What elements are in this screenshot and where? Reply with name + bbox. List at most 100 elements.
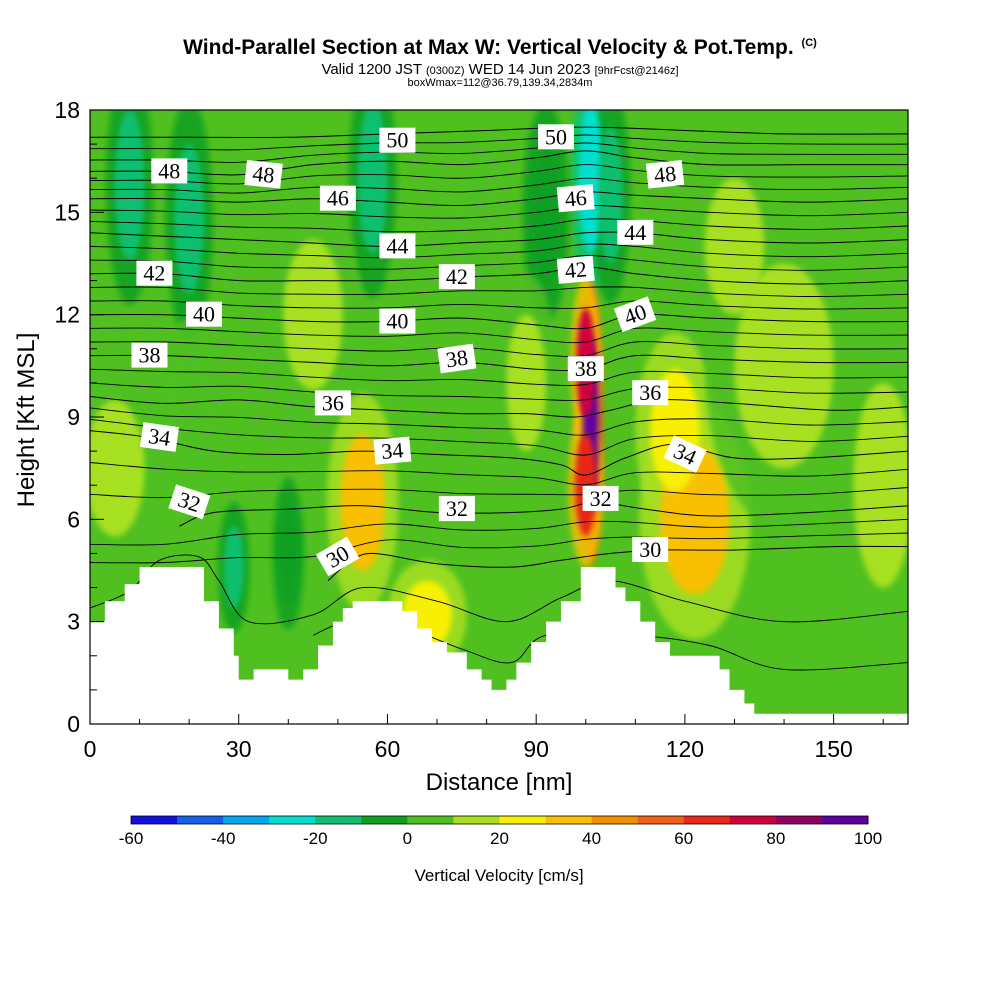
contour-label: 44 <box>617 219 654 245</box>
colorbar-swatch <box>683 816 731 824</box>
contour-label-text: 40 <box>193 302 215 327</box>
x-tick-label: 120 <box>666 736 704 762</box>
contour-label-box <box>319 185 356 211</box>
contour-label-box <box>438 496 475 522</box>
contour-label-box <box>632 537 669 562</box>
velocity-region <box>598 127 623 264</box>
isotherm-40 <box>90 313 908 330</box>
isotherm-32 <box>179 501 908 527</box>
isotherm-42 <box>90 266 908 285</box>
contour-label: 42 <box>556 255 595 284</box>
isotherm-36 <box>90 396 908 418</box>
box-info: boxWmax=112@36.79,139.34,2834m <box>407 77 593 89</box>
x-tick-label: 90 <box>523 736 549 762</box>
colorbar-tick-label: 80 <box>766 829 785 848</box>
contour-label: 38 <box>437 343 477 374</box>
contour-label-box <box>131 342 168 368</box>
velocity-region <box>114 110 145 261</box>
contour-label: 50 <box>538 124 574 150</box>
chart-title: Wind-Parallel Section at Max W: Vertical… <box>0 36 1000 60</box>
colorbar-swatch <box>775 816 823 824</box>
isotherm-46 <box>90 191 908 207</box>
velocity-region <box>853 382 908 588</box>
isotherm-30 <box>327 545 908 582</box>
isotherm-50 <box>90 126 908 139</box>
colorbar-tick-label: 20 <box>490 829 509 848</box>
contour-label-text: 32 <box>446 496 468 521</box>
contour-label: 46 <box>556 184 595 213</box>
y-tick-label: 18 <box>54 97 80 123</box>
velocity-region <box>90 399 145 537</box>
contour-label: 32 <box>438 496 475 522</box>
contour-label-box <box>632 380 669 406</box>
y-tick-label: 3 <box>67 609 80 635</box>
x-tick-label: 60 <box>375 736 401 762</box>
contour-labels: 50 50 48 48 48 46 46 44 44 42 42 42 40 40 40 38 38 38 36 36… <box>131 124 707 577</box>
contour-label-box <box>617 219 654 245</box>
colorbar-swatch <box>407 816 454 824</box>
contour-label-box <box>567 356 604 382</box>
isotherm-minor <box>90 255 908 271</box>
contour-label-text: 48 <box>251 161 275 188</box>
isotherm-34 <box>90 430 908 476</box>
contour-label-text: 42 <box>143 261 165 286</box>
isotherm-minor <box>90 532 908 564</box>
isotherm-48 <box>90 150 908 176</box>
terrain-mask <box>90 567 908 724</box>
colorbar-swatch <box>177 816 224 824</box>
valid-utc: (0300Z) <box>425 65 465 77</box>
isotherm-minor <box>90 164 908 185</box>
colorbar-tick-label: -20 <box>303 829 328 848</box>
isotherm-minor <box>90 518 908 546</box>
y-tick-label: 12 <box>54 302 80 328</box>
contour-label-box <box>437 343 477 374</box>
isotherm-minor <box>90 327 908 344</box>
velocity-region <box>506 314 547 452</box>
contour-label-text: 46 <box>327 186 349 211</box>
colorbar-swatch <box>545 816 593 824</box>
colorbar-swatch <box>269 816 316 824</box>
isotherm-44 <box>90 231 908 247</box>
contour-label-text: 40 <box>386 309 408 334</box>
velocity-region <box>734 263 834 469</box>
contour-label: 42 <box>438 264 475 290</box>
x-axis-title: Distance [nm] <box>426 769 573 796</box>
isotherm-minor <box>90 142 908 163</box>
isotherm-minor <box>90 243 908 259</box>
contour-label-box <box>613 296 657 333</box>
x-tick-label: 30 <box>226 736 252 762</box>
y-tick-label: 15 <box>54 199 80 225</box>
colorbar-tick-label: 100 <box>854 829 882 848</box>
colorbar-swatch <box>361 816 408 824</box>
velocity-region <box>578 110 604 254</box>
colorbar-tick-label: 40 <box>582 829 601 848</box>
contour-label-text: 30 <box>639 537 661 562</box>
isotherm-minor <box>90 382 908 402</box>
contour-label-text: 38 <box>444 345 469 373</box>
contour-label-text: 48 <box>158 158 180 183</box>
colorbar-swatch <box>453 816 500 824</box>
contour-label-box <box>645 159 685 189</box>
contour-label-box <box>136 260 173 286</box>
x-tick-label: 0 <box>84 736 97 762</box>
isotherm-minor <box>90 204 908 219</box>
isotherm-minor <box>90 286 908 297</box>
contour-label: 44 <box>379 233 416 259</box>
contour-label-box <box>151 158 188 184</box>
contour-label-text: 42 <box>564 256 588 283</box>
isotherm-minor <box>90 462 908 486</box>
contour-label-text: 50 <box>545 124 567 149</box>
colorbar-swatch <box>223 816 270 824</box>
isotherm-minor <box>90 177 908 194</box>
contour-label: 32 <box>582 485 619 511</box>
isotherm-38 <box>90 354 908 372</box>
velocity-region <box>223 526 244 609</box>
colorbar-swatch <box>315 816 362 824</box>
colorbar-swatch <box>499 816 547 824</box>
contour-label-box <box>379 233 416 259</box>
contour-label-box <box>315 536 360 577</box>
contour-label: 40 <box>379 308 416 334</box>
chart-title-text: Wind-Parallel Section at Max W: Vertical… <box>183 36 794 59</box>
velocity-region <box>283 239 343 390</box>
